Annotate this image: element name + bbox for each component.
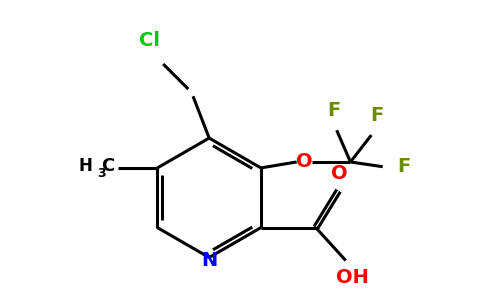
Text: 3: 3: [97, 167, 106, 180]
Text: Cl: Cl: [139, 31, 160, 50]
Text: O: O: [296, 152, 312, 171]
Text: F: F: [371, 106, 384, 125]
Text: N: N: [201, 251, 217, 270]
Text: O: O: [332, 164, 348, 183]
Text: F: F: [327, 101, 340, 120]
Text: F: F: [397, 157, 411, 176]
Text: H: H: [79, 157, 93, 175]
Text: OH: OH: [336, 268, 369, 287]
Text: C: C: [101, 157, 115, 175]
